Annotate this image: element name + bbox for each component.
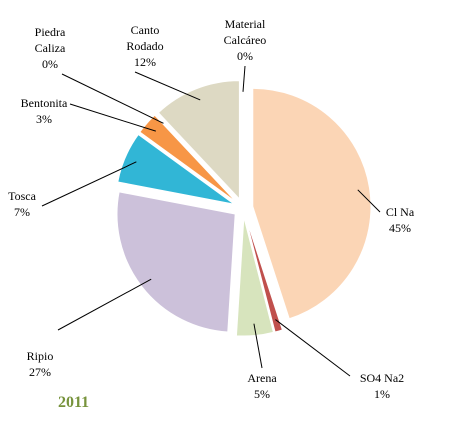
leader-line — [69, 103, 156, 132]
category-label: SO4 Na2 — [359, 371, 405, 385]
value-label: 45% — [389, 221, 411, 235]
leader-line — [57, 278, 152, 331]
value-label: 7% — [14, 205, 30, 219]
leader-line — [242, 65, 246, 92]
value-label: 5% — [254, 387, 270, 401]
leader-line — [134, 71, 201, 101]
value-label: 1% — [374, 387, 390, 401]
leader-line — [357, 189, 381, 213]
leader-line — [61, 73, 164, 124]
category-label: Tosca — [8, 189, 36, 203]
pie-slice — [155, 114, 237, 201]
category-label: Piedra Caliza — [34, 25, 66, 55]
value-label: 27% — [29, 365, 51, 379]
category-label: Ripio — [26, 349, 54, 363]
pie-slice — [117, 134, 235, 205]
pie-slice — [157, 80, 240, 200]
category-label: Arena — [247, 371, 277, 385]
leader-line — [41, 161, 137, 207]
leader-line — [253, 323, 263, 369]
chart-title: 2011 — [58, 394, 90, 411]
category-label: Bentonita — [20, 96, 68, 110]
pie-slice — [245, 217, 283, 333]
pie-slice — [236, 217, 274, 337]
pie-slice — [252, 88, 372, 320]
value-label: 0% — [237, 49, 253, 63]
leader-line — [275, 319, 351, 377]
pie-slice — [116, 191, 236, 333]
value-label: 0% — [42, 57, 58, 71]
pie-slice — [139, 114, 236, 202]
category-label: Material Calcáreo — [223, 17, 267, 47]
value-label: 12% — [134, 55, 156, 69]
value-label: 3% — [36, 112, 52, 126]
category-label: Cl Na — [385, 205, 415, 219]
category-label: Canto Rodado — [126, 23, 164, 53]
